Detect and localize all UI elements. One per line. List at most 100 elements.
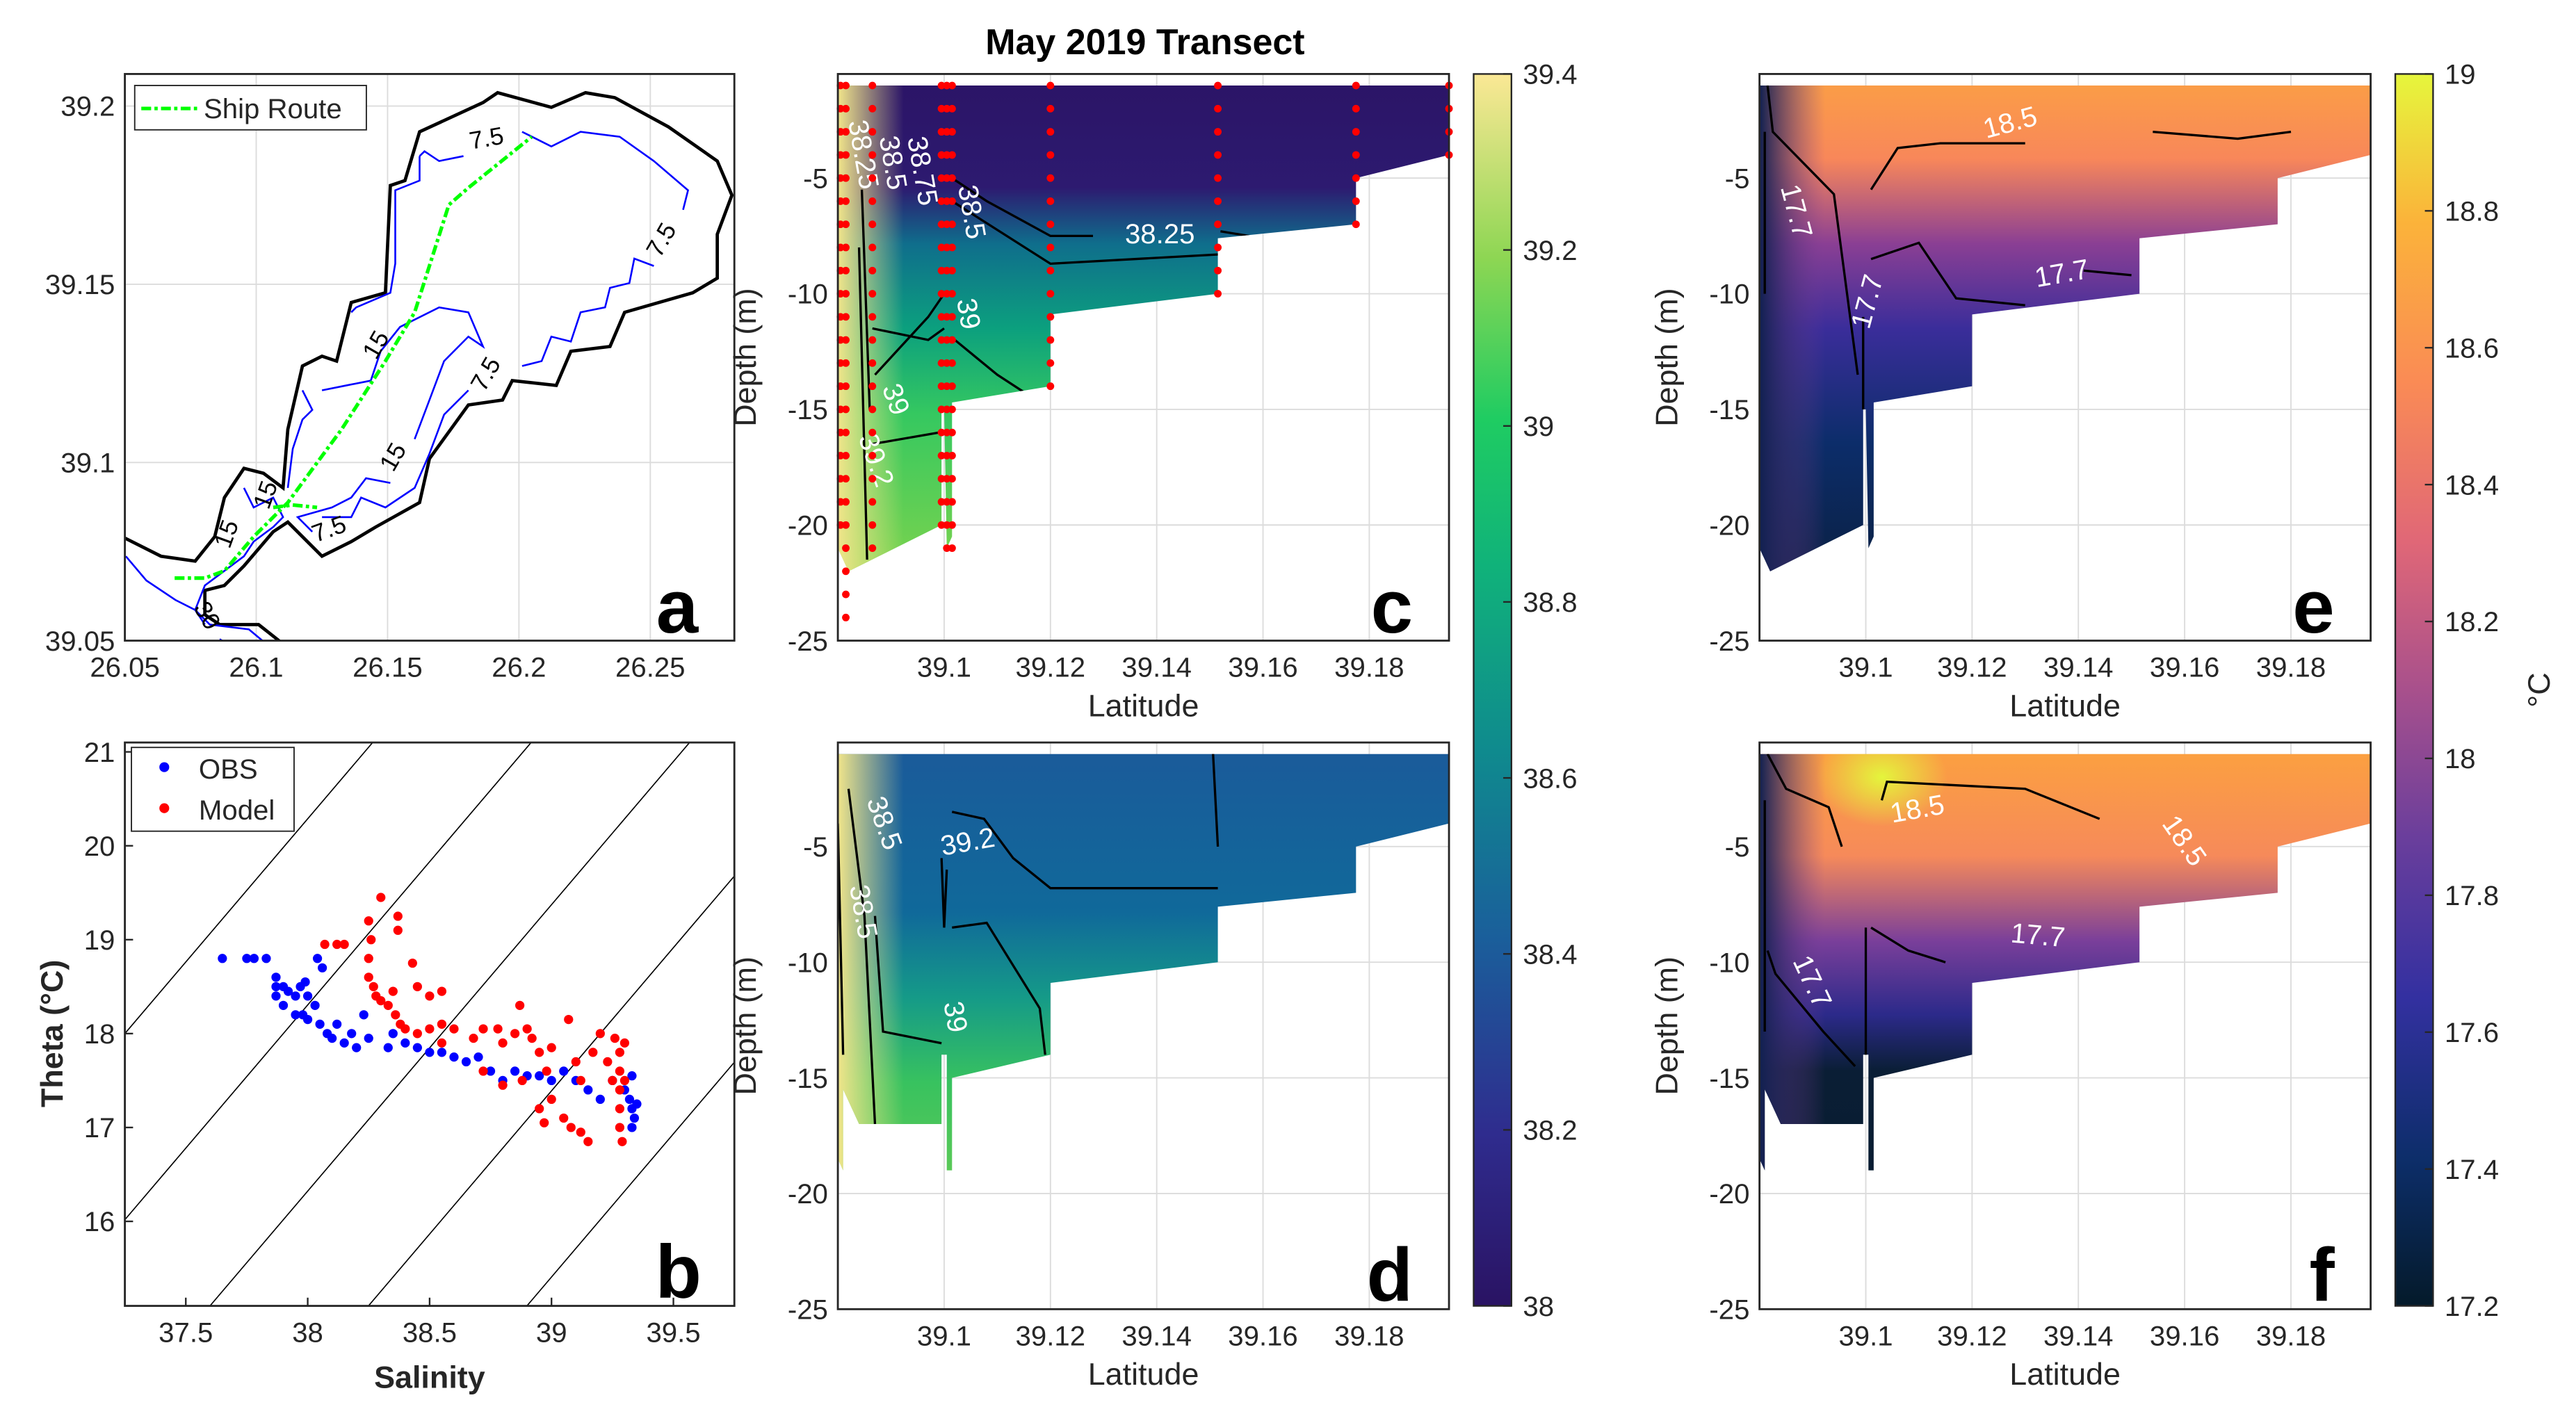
sample-point [1046, 266, 1055, 275]
colorbar-tick-label: 38.2 [1523, 1115, 1577, 1146]
sample-point [948, 313, 956, 321]
contour-line [1766, 85, 1859, 375]
sample-point [842, 475, 850, 483]
sample-point [842, 359, 850, 367]
sample-point [943, 428, 951, 437]
contour-line [951, 811, 1218, 890]
sample-point [937, 128, 946, 136]
contour-line [860, 189, 871, 409]
axes-frame [124, 73, 736, 642]
scatter-point-model [393, 925, 403, 935]
isobath-contour [350, 156, 421, 314]
y-axis-label: Depth (m) [727, 288, 763, 426]
contour-line [1766, 754, 1843, 847]
sample-point [937, 104, 946, 113]
isobath-contour [322, 389, 469, 519]
x-tick-label: 39.18 [2256, 652, 2326, 683]
colorbar-tick-label: 39.4 [1523, 59, 1577, 90]
y-tick-label: 16 [84, 1206, 115, 1237]
sample-point [937, 243, 946, 252]
scatter-point-obs [317, 963, 327, 973]
panel-a: 26.05 26.1 26.15 26.2 26.25 39.05 39.1 39.15 39.… [45, 73, 736, 683]
scatter-point-obs [271, 982, 281, 991]
scatter-point-obs [278, 1000, 289, 1010]
x-axis-label: Salinity [374, 1360, 485, 1395]
sample-point [868, 382, 877, 391]
contour-label: 7.5 [640, 218, 681, 262]
sample-point [1352, 220, 1360, 229]
contour-label: 15 [209, 516, 244, 552]
sample-point [937, 475, 946, 483]
scatter-point-model [388, 986, 398, 996]
axes-frame [836, 741, 1450, 1310]
scatter-point-model [339, 939, 349, 950]
sample-point [943, 128, 951, 136]
scatter-point-model [510, 1029, 520, 1039]
scatter-point-model [540, 1118, 549, 1128]
sample-point [937, 498, 946, 506]
sample-point [1214, 266, 1222, 275]
sample-point [1046, 243, 1055, 252]
scatter-point-obs [624, 1094, 635, 1105]
sample-point [948, 104, 956, 113]
y-tick-label: -10 [788, 947, 828, 978]
contour-label: 39 [937, 999, 973, 1035]
scatter-point-model [376, 995, 386, 1006]
sample-point [948, 544, 956, 552]
y-tick-label: -5 [1725, 831, 1750, 863]
field-left-edge [1759, 754, 1826, 1171]
scatter-point-obs [437, 1048, 447, 1057]
scatter-point-model [610, 1034, 620, 1043]
sample-point [948, 336, 956, 344]
sample-point [937, 266, 946, 275]
isopycnal-label-bg [330, 689, 383, 715]
panel-e: 39.1 39.12 39.14 39.16 39.18 -5 -10 -15 -20 -25 La… [1649, 73, 2372, 723]
colorbar-tick-label: 38.8 [1523, 587, 1577, 618]
sample-point [842, 243, 850, 252]
x-tick-label: 39.14 [2043, 1320, 2114, 1351]
sample-point [943, 498, 951, 506]
y-tick-label: 21 [84, 737, 115, 768]
colorbar-tick-label: 38.4 [1523, 938, 1577, 970]
sample-point [948, 359, 956, 367]
contour-label: 38.25 [1125, 218, 1195, 250]
sample-point [948, 151, 956, 159]
sample-point [842, 313, 850, 321]
sample-point [1046, 197, 1055, 205]
y-tick-label: 39.1 [60, 447, 115, 478]
x-tick-label: 38.5 [403, 1317, 457, 1349]
contour-line [952, 921, 1046, 1055]
contour-line [1870, 241, 2025, 307]
scatter-point-model [546, 1043, 556, 1052]
scatter-point-obs [400, 1038, 410, 1048]
sample-point [937, 359, 946, 367]
sample-point [937, 197, 946, 205]
scatter-point-obs [627, 1071, 637, 1081]
y-tick-label: -5 [803, 831, 828, 863]
sample-point [1046, 81, 1055, 90]
sample-point [937, 151, 946, 159]
sample-point [948, 174, 956, 182]
axes-frame [1758, 73, 2372, 642]
field-hot-spot [1815, 754, 1947, 827]
scatter-point-model [527, 1034, 537, 1043]
y-tick-label: -20 [1709, 1178, 1749, 1210]
scatter-point-model [615, 1104, 625, 1114]
scatter-point-model [366, 935, 376, 945]
sample-point [948, 405, 956, 414]
colorbar-label: °C [2521, 672, 2557, 707]
sample-point [842, 220, 850, 229]
scatter-point-obs [302, 1014, 313, 1025]
sample-point [868, 475, 877, 483]
legend-box [133, 85, 367, 131]
sample-point [1352, 81, 1360, 90]
colorbar-tick-label: 38 [1523, 1291, 1554, 1322]
sample-point [868, 336, 877, 344]
scatter-point-obs [283, 986, 293, 996]
sample-point [868, 359, 877, 367]
scatter-point-obs [388, 1029, 398, 1039]
colorbar-tick-label: 18.8 [2445, 196, 2499, 227]
y-tick-label: 19 [84, 925, 115, 956]
scatter-point-model [603, 1057, 613, 1067]
